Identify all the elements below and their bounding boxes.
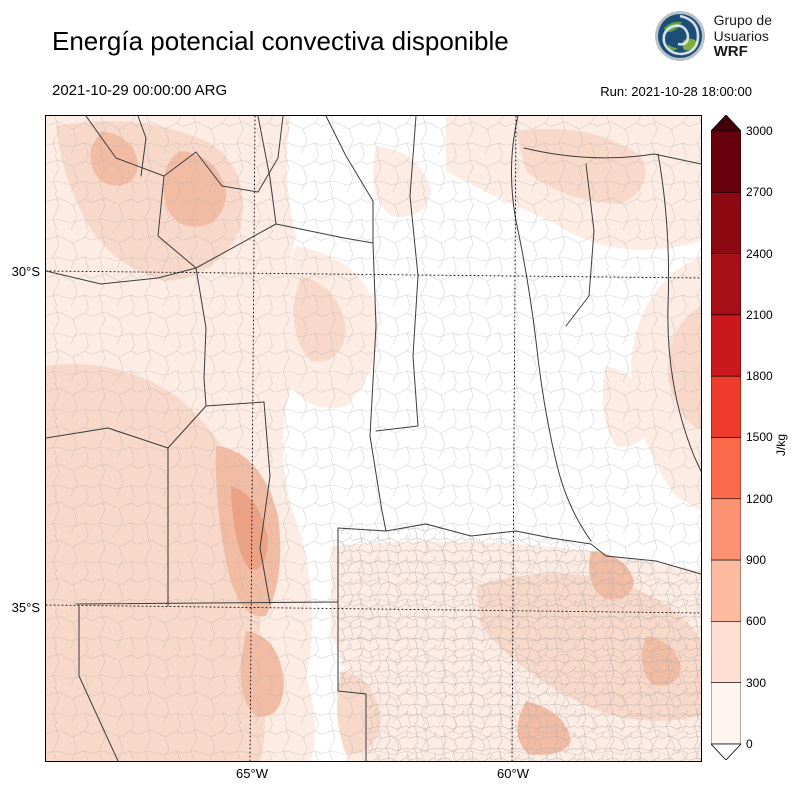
colorbar-tick: 2400 [746,247,773,261]
colorbar-tick: 1200 [746,492,773,506]
lat-tick-35s: 35°S [11,600,40,615]
logo-text-line2: Usuarios [713,28,769,44]
lon-tick-60w: 60°W [497,766,529,781]
colorbar-tick: 0 [746,737,753,751]
wrf-logo-text: Grupo de Usuarios WRF [714,12,772,60]
valid-time-label: 2021-10-29 00:00:00 ARG [52,82,228,99]
province-boundaries [46,116,701,761]
page-title: Energía potencial convectiva disponible [52,26,509,56]
map-canvas [45,115,702,762]
wrf-globe-icon [654,11,705,61]
colorbar-tick: 1500 [746,430,773,444]
colorbar-tick: 2700 [746,185,773,199]
colorbar-tick: 300 [746,676,767,690]
graticule-gridlines [46,116,701,761]
colorbar [710,114,742,761]
wrf-logo: Grupo de Usuarios WRF [654,10,772,62]
lat-tick-30s: 30°S [11,264,40,279]
logo-text-line3: WRF [713,43,748,60]
lon-tick-65w: 65°W [236,766,268,781]
colorbar-units-label: J/kg [774,433,788,456]
colorbar-tick: 2100 [746,308,773,322]
colorbar-tick: 600 [746,614,767,628]
colorbar-tick: 1800 [746,369,773,383]
logo-text-line1: Grupo de [713,12,772,28]
run-time-label: Run: 2021-10-28 18:00:00 [600,84,752,99]
colorbar-tick: 3000 [746,124,773,138]
colorbar-tick: 900 [746,553,767,567]
